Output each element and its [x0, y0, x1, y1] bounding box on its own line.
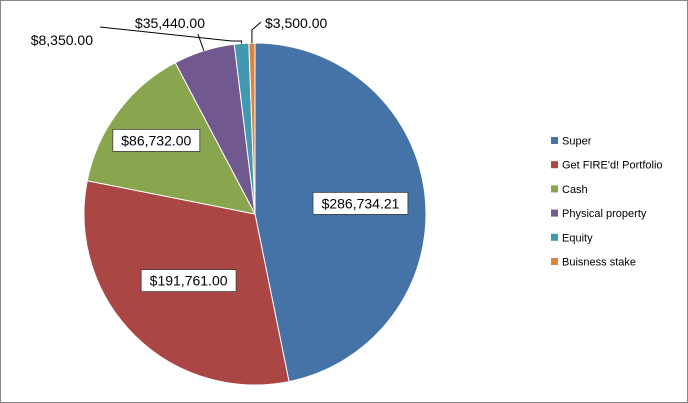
- data-label-physical-property: $35,440.00: [135, 15, 205, 31]
- data-label-cash: $86,732.00: [121, 132, 191, 148]
- legend-swatch-equity: [551, 233, 558, 241]
- legend-swatch-super: [551, 137, 558, 144]
- legend-label-equity: Equity: [562, 232, 593, 244]
- legend-label-cash: Cash: [562, 184, 588, 196]
- legend-swatch-cash: [551, 185, 558, 193]
- legend-label-physical-property: Physical property: [562, 208, 647, 220]
- legend: Super Get FIRE'd! Portfolio Cash Physical p…: [551, 136, 663, 269]
- data-label-get-fire-d-portfolio: $191,761.00: [150, 273, 228, 289]
- data-label-super: $286,734.21: [322, 195, 400, 211]
- data-label-cash-box: [112, 128, 201, 152]
- legend-swatch-get-fire-d-portfolio: [551, 161, 558, 169]
- data-label-physical-property-leader: [197, 33, 205, 51]
- data-label-buisness-stake: $3,500.00: [265, 15, 327, 31]
- legend-label-super: Super: [562, 136, 592, 148]
- legend-label-get-fire-d-portfolio: Get FIRE'd! Portfolio: [562, 160, 663, 172]
- data-label-equity-leader: [99, 26, 243, 44]
- data-label-super-box: [312, 191, 409, 215]
- legend-swatch-physical-property: [551, 209, 558, 217]
- legend-swatch-buisness-stake: [551, 258, 558, 265]
- data-label-get-fire-d-portfolio-box: [140, 269, 237, 293]
- data-label-buisness-stake-leader: [251, 21, 262, 43]
- data-label-equity: $8,350.00: [31, 32, 93, 48]
- legend-label-buisness-stake: Buisness stake: [562, 257, 636, 269]
- pie-slice-buisness-stake: [248, 42, 256, 215]
